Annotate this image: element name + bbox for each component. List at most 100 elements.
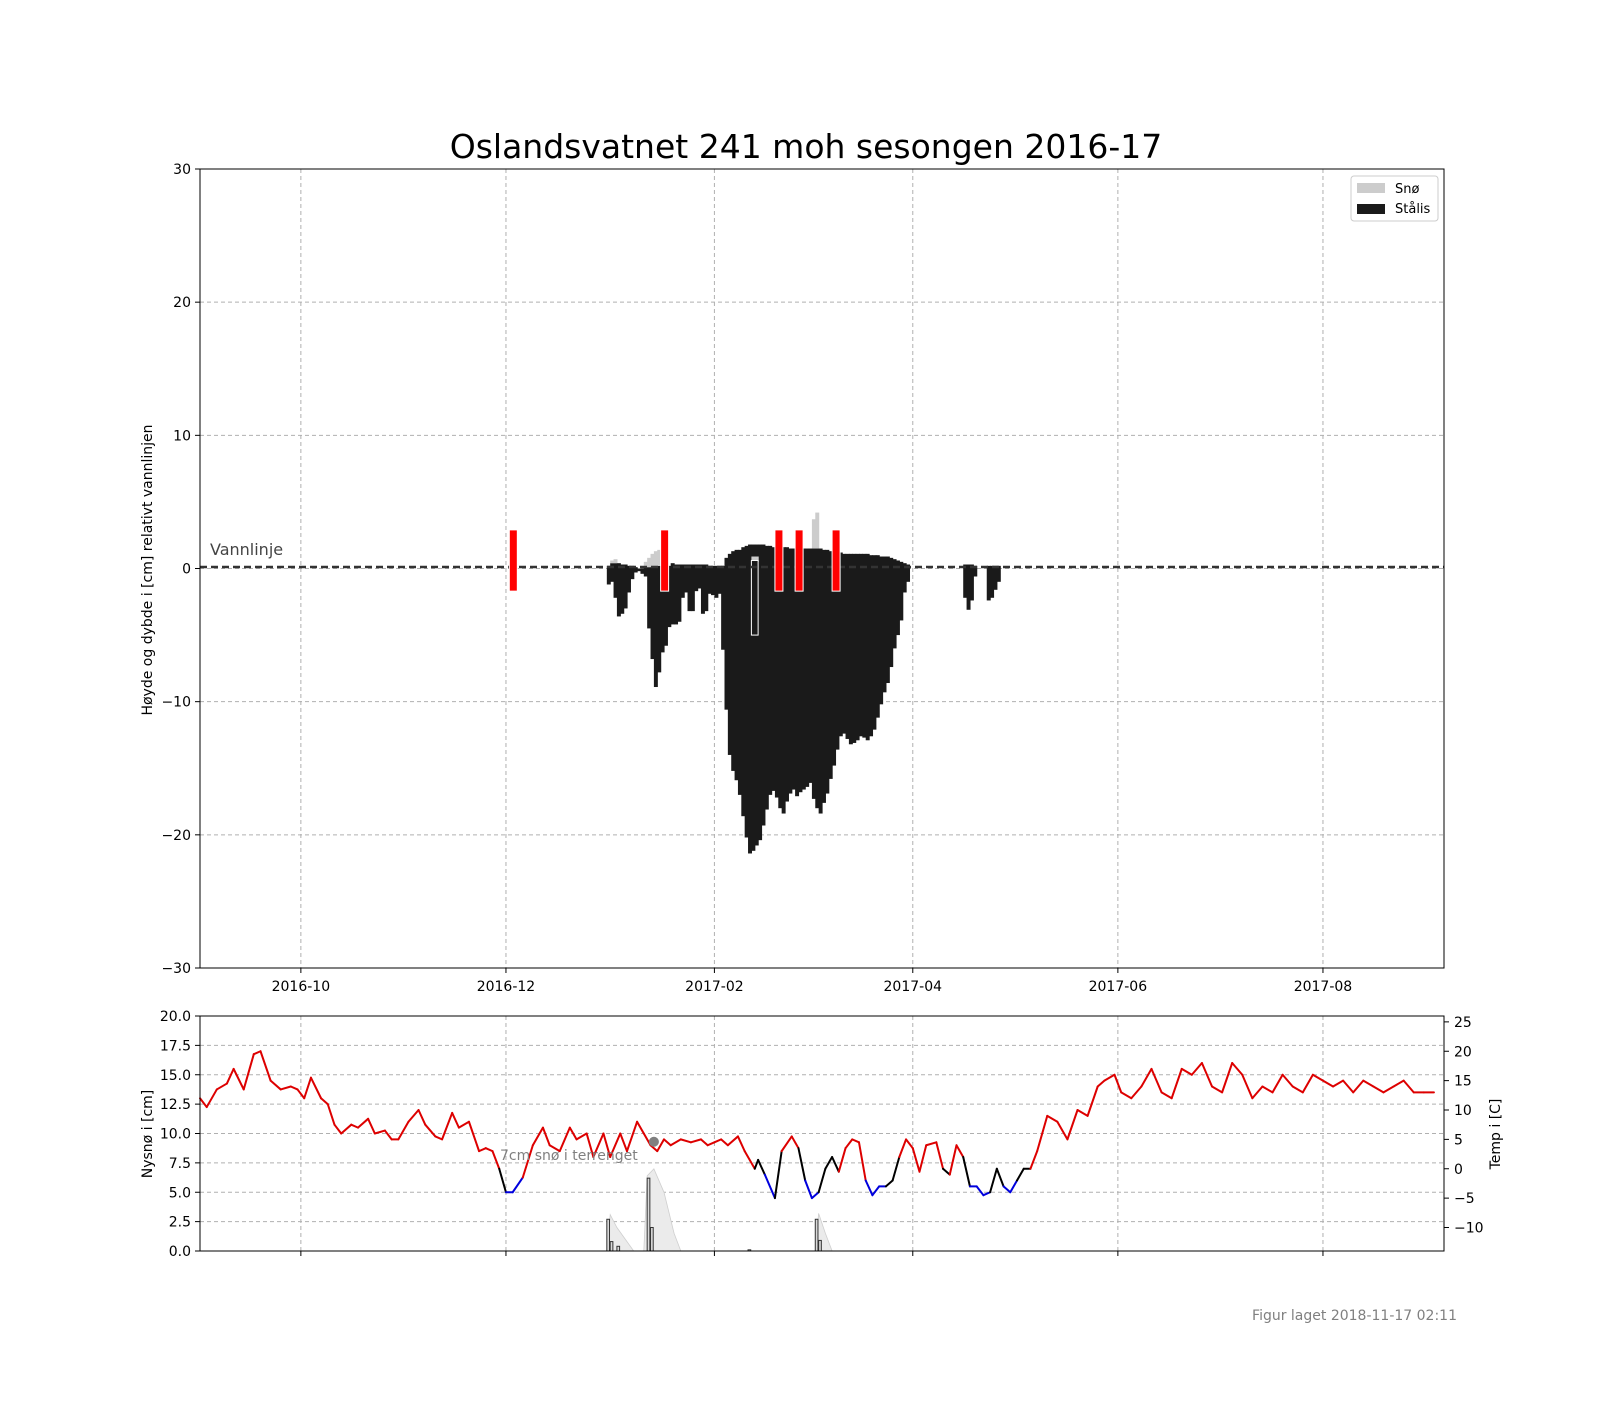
temperature-segment: [1066, 1109, 1079, 1141]
ice-bar: [822, 549, 826, 803]
ice-bar: [818, 548, 823, 814]
temperature-segment: [817, 1167, 827, 1194]
ice-bar: [825, 549, 830, 794]
temperature-segment: [763, 1173, 776, 1200]
ice-bar: [791, 548, 796, 790]
bottom-y-tick-label-right: 25: [1454, 1015, 1472, 1031]
temperature-segment: [871, 1185, 881, 1197]
ice-bar: [848, 553, 853, 745]
measurement-marker: [508, 529, 518, 592]
ice-bar: [788, 548, 793, 794]
new-snow-bar: [609, 1241, 614, 1252]
temperature-segment: [656, 1138, 665, 1153]
temperature-segment: [851, 1138, 860, 1144]
ice-bar: [650, 565, 655, 660]
temperature-segment: [824, 1156, 834, 1170]
top-y-tick-label: −30: [161, 961, 191, 977]
temperature-segment: [357, 1117, 370, 1129]
temperature-segment: [1200, 1062, 1214, 1088]
ice-bar: [697, 564, 702, 589]
outlined-ice-bar: [750, 560, 759, 636]
ice-bar: [963, 564, 968, 598]
ice-bar: [785, 547, 789, 802]
temperature-segment: [1140, 1067, 1153, 1088]
ice-bar: [862, 553, 867, 738]
top-y-tick-label: 20: [173, 295, 191, 311]
top-x-tick-label: 2016-10: [272, 979, 331, 995]
temperature-segment: [898, 1138, 908, 1158]
temperature-segment: [1301, 1073, 1314, 1094]
temperature-segment: [1046, 1114, 1059, 1123]
top-y-tick-label: 30: [173, 162, 191, 178]
temperature-segment: [1311, 1073, 1324, 1082]
temperature-segment: [585, 1132, 595, 1158]
temperature-segment: [1096, 1079, 1106, 1088]
temperature-segment: [548, 1144, 561, 1153]
snow-bar: [643, 561, 648, 568]
temperature-segment: [1086, 1085, 1099, 1117]
temperature-segment: [743, 1150, 756, 1170]
temperature-segment: [925, 1141, 938, 1147]
top-x-tick-label: 2016-12: [477, 979, 536, 995]
temperature-segment: [844, 1138, 854, 1150]
ice-bar: [899, 561, 904, 621]
temperature-segment: [340, 1123, 353, 1135]
snow-bar: [754, 556, 759, 562]
temperature-segment: [279, 1085, 292, 1091]
temperature-segment: [434, 1135, 444, 1141]
temperature-segment: [1113, 1073, 1123, 1094]
top-y-axis-label: Høyde og dybde i [cm] relativt vannlinje…: [140, 424, 156, 715]
temperature-segment: [1392, 1079, 1405, 1088]
ice-bar: [801, 548, 806, 790]
bottom-y-tick-label-right: −5: [1454, 1191, 1475, 1207]
ice-bar: [711, 565, 716, 596]
ice-bar: [626, 565, 631, 593]
ice-bar: [751, 544, 756, 851]
temperature-segment: [948, 1144, 958, 1176]
top-x-axis: 2016-10 2016-12 2017-02 2017-04 2017-06 2017-…: [272, 968, 1352, 995]
temperature-segment: [320, 1097, 329, 1106]
snow-bar: [647, 557, 652, 568]
temperature-segment: [1211, 1085, 1224, 1094]
temperature-segment: [383, 1129, 393, 1141]
temperature-segment: [373, 1129, 386, 1135]
ice-bar: [684, 564, 689, 593]
snow-series: [606, 1168, 833, 1252]
ice-bar: [795, 548, 800, 797]
temperature-segment: [864, 1179, 874, 1197]
temperature-segment: [757, 1158, 766, 1176]
new-snow-bar: [650, 1227, 654, 1252]
measurement-marker: [831, 529, 841, 592]
new-snow-bar: [814, 1218, 819, 1252]
ice-bar: [778, 547, 783, 809]
bottom-y-tick-label: 10.0: [160, 1127, 191, 1143]
temperature-segment: [1231, 1062, 1244, 1076]
top-y-tick-label: 10: [173, 428, 191, 444]
ice-bar: [902, 563, 907, 593]
temperature-segment: [303, 1076, 312, 1100]
ice-bar: [845, 553, 850, 739]
temperature-segment: [1150, 1067, 1163, 1094]
temperature-segment: [575, 1132, 588, 1141]
temperature-segment: [619, 1132, 628, 1153]
top-y-tick-label: 0: [182, 562, 191, 578]
temperature-segment: [1160, 1091, 1173, 1100]
bottom-y-tick-label-right: 5: [1454, 1132, 1463, 1148]
temperature-segment: [326, 1103, 336, 1126]
ice-bar: [727, 553, 732, 755]
snow-bar: [650, 553, 655, 566]
temperature-segment: [511, 1176, 524, 1194]
temperature-segment: [1036, 1114, 1049, 1153]
temperature-segment: [726, 1135, 739, 1147]
temperature-segment: [1180, 1067, 1193, 1076]
temperature-segment: [1009, 1179, 1019, 1194]
ice-bar: [680, 564, 685, 598]
temperature-segment: [636, 1120, 645, 1135]
ice-bar: [667, 565, 672, 628]
temperature-segment: [242, 1053, 255, 1091]
temperature-segment: [558, 1126, 571, 1153]
bottom-y-tick-label: 17.5: [160, 1038, 191, 1054]
ice-bar: [677, 564, 682, 622]
temperature-segment: [935, 1141, 945, 1170]
temperature-segment: [706, 1141, 716, 1147]
